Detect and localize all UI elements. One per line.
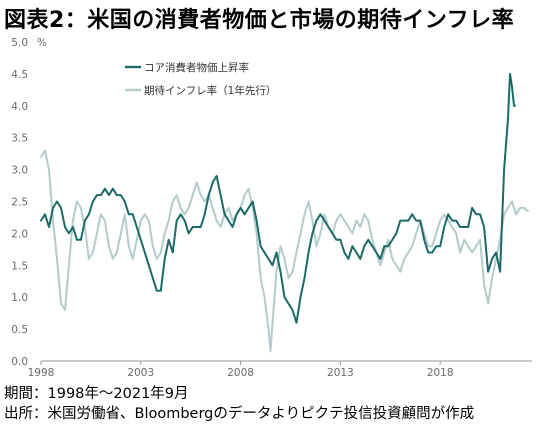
y-tick-label: 0.5	[11, 324, 28, 336]
y-tick-label: 1.0	[11, 292, 28, 304]
inflation-line-chart: 0.0 0.5 1.0 1.5 2.0 2.5 3.0 3.5 4.0 4.5 5.0 % 1998 20…	[11, 37, 532, 379]
y-tick-label: 3.5	[11, 133, 28, 145]
y-tick-label: 0.0	[11, 356, 28, 368]
axis-layer: 0.0 0.5 1.0 1.5 2.0 2.5 3.0 3.5 4.0 4.5 5.0 % 1998 20…	[11, 37, 532, 379]
y-tick-label: 5.0	[11, 37, 28, 49]
x-tick-label: 2003	[127, 367, 154, 379]
x-tick-label: 2008	[227, 367, 254, 379]
x-tick-label: 2013	[327, 367, 354, 379]
y-tick-label: 4.0	[11, 101, 28, 113]
page-title: 図表2：米国の消費者物価と市場の期待インフレ率	[4, 8, 515, 33]
series-layer	[40, 72, 529, 353]
legend-label: コア消費者物価上昇率	[144, 61, 249, 74]
chart-notes: 期間：1998年～2021年9月 出所：米国労働省、Bloombergのデータよ…	[4, 384, 474, 424]
period-note: 期間：1998年～2021年9月	[4, 386, 189, 402]
source-note: 出所：米国労働省、Bloombergのデータよりピクテ投信投資顧問が作成	[4, 406, 475, 422]
y-tick-label: 2.0	[11, 228, 28, 240]
y-tick-label: 1.5	[11, 260, 28, 272]
y-tick-label: 3.0	[11, 165, 28, 177]
y-tick-label: 2.5	[11, 197, 28, 209]
series-line-core-cpi	[40, 72, 516, 324]
x-tick-label: 1998	[28, 367, 55, 379]
legend-label: 期待インフレ率（1年先行）	[144, 84, 276, 97]
series-line-inflation-expectation	[40, 149, 529, 353]
x-tick-label: 2018	[427, 367, 454, 379]
y-unit-label: %	[37, 37, 47, 49]
y-tick-label: 4.5	[11, 69, 28, 81]
